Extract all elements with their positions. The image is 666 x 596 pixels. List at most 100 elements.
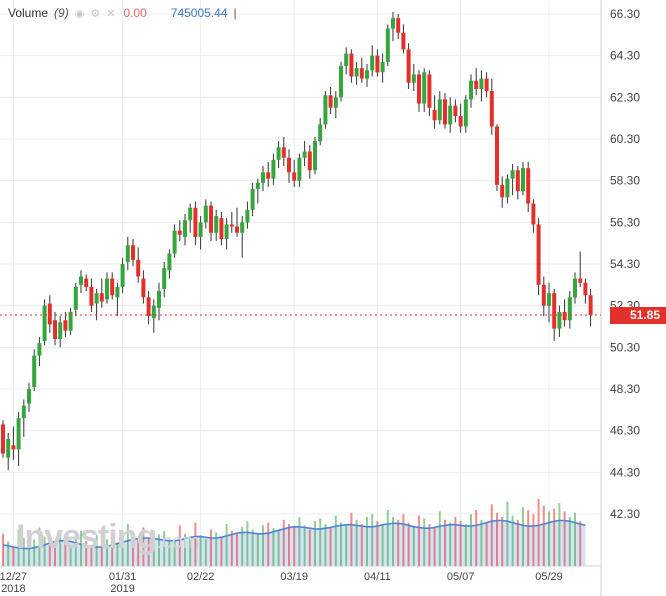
candle[interactable]: [536, 218, 541, 296]
candle[interactable]: [515, 166, 520, 200]
candle[interactable]: [526, 161, 531, 212]
candle[interactable]: [458, 103, 463, 133]
candle[interactable]: [307, 145, 312, 179]
candle[interactable]: [365, 64, 369, 87]
candle[interactable]: [224, 218, 229, 250]
candle[interactable]: [422, 68, 427, 112]
candle[interactable]: [469, 74, 473, 108]
candle[interactable]: [552, 289, 557, 342]
candle[interactable]: [573, 272, 577, 304]
candle[interactable]: [287, 149, 291, 183]
candle[interactable]: [84, 274, 89, 292]
candle[interactable]: [427, 70, 432, 117]
candle[interactable]: [302, 141, 307, 167]
candle[interactable]: [380, 53, 385, 83]
candle[interactable]: [318, 118, 323, 146]
candle[interactable]: [250, 182, 255, 217]
candle[interactable]: [567, 291, 572, 329]
candle[interactable]: [489, 78, 494, 135]
candle[interactable]: [11, 426, 16, 460]
candle[interactable]: [359, 57, 364, 83]
candle[interactable]: [203, 199, 208, 229]
candle[interactable]: [188, 203, 193, 233]
candle[interactable]: [240, 216, 245, 258]
candle[interactable]: [474, 68, 479, 96]
candle[interactable]: [505, 174, 510, 204]
candle[interactable]: [583, 278, 588, 304]
candle[interactable]: [172, 224, 177, 258]
candle[interactable]: [479, 70, 484, 102]
candle[interactable]: [89, 278, 94, 312]
candle[interactable]: [183, 214, 187, 246]
candle[interactable]: [521, 161, 525, 196]
candle[interactable]: [562, 299, 567, 327]
candle[interactable]: [131, 239, 135, 267]
candle[interactable]: [27, 382, 31, 412]
candle[interactable]: [339, 61, 343, 102]
candle[interactable]: [391, 11, 395, 42]
candle[interactable]: [167, 249, 172, 279]
candle[interactable]: [105, 272, 109, 304]
candle[interactable]: [162, 261, 167, 298]
candle[interactable]: [406, 43, 411, 89]
candle[interactable]: [453, 99, 458, 123]
candle[interactable]: [292, 159, 297, 187]
candle[interactable]: [500, 176, 505, 208]
candle[interactable]: [177, 220, 182, 242]
candle[interactable]: [578, 251, 583, 287]
candle[interactable]: [193, 201, 198, 246]
candle[interactable]: [245, 201, 250, 229]
candle[interactable]: [47, 295, 52, 333]
candle[interactable]: [209, 201, 213, 242]
candle[interactable]: [531, 199, 536, 233]
candle[interactable]: [370, 45, 375, 77]
candle[interactable]: [21, 399, 26, 437]
candle[interactable]: [281, 136, 286, 167]
candle[interactable]: [271, 153, 276, 185]
candle[interactable]: [344, 47, 349, 75]
candle[interactable]: [94, 289, 99, 321]
candle[interactable]: [79, 270, 83, 294]
candle[interactable]: [495, 124, 499, 192]
candle[interactable]: [68, 307, 73, 335]
candle[interactable]: [261, 166, 265, 192]
candle[interactable]: [1, 420, 5, 458]
candle[interactable]: [557, 305, 562, 337]
candle[interactable]: [110, 272, 115, 300]
candle[interactable]: [151, 299, 156, 333]
candle[interactable]: [349, 49, 354, 83]
candle[interactable]: [32, 349, 37, 392]
candle[interactable]: [328, 86, 333, 114]
candle[interactable]: [313, 136, 317, 175]
candle[interactable]: [417, 70, 421, 112]
candle[interactable]: [297, 153, 302, 187]
candle[interactable]: [214, 209, 219, 242]
candle[interactable]: [146, 291, 151, 325]
candle[interactable]: [229, 211, 234, 233]
candle[interactable]: [136, 247, 141, 283]
candle[interactable]: [73, 282, 78, 317]
eye-icon[interactable]: ◉: [74, 7, 85, 20]
candle[interactable]: [63, 311, 68, 337]
candle[interactable]: [547, 282, 551, 323]
candle[interactable]: [276, 141, 281, 169]
candle[interactable]: [354, 61, 359, 85]
candle[interactable]: [115, 282, 120, 317]
candle[interactable]: [541, 276, 546, 317]
candle[interactable]: [99, 278, 104, 308]
close-icon[interactable]: ✕: [106, 7, 116, 20]
candle[interactable]: [235, 207, 239, 237]
settings-icon[interactable]: ⚙: [90, 7, 101, 20]
candle[interactable]: [157, 282, 161, 321]
candle[interactable]: [375, 49, 380, 77]
candle[interactable]: [510, 164, 515, 196]
candle[interactable]: [443, 93, 447, 129]
candle[interactable]: [323, 91, 328, 129]
candle[interactable]: [37, 336, 42, 367]
candle[interactable]: [401, 24, 406, 54]
candle[interactable]: [333, 91, 338, 119]
candle[interactable]: [198, 216, 203, 250]
candle[interactable]: [588, 289, 593, 327]
candle[interactable]: [120, 257, 125, 294]
